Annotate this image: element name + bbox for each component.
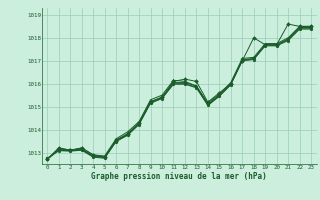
X-axis label: Graphe pression niveau de la mer (hPa): Graphe pression niveau de la mer (hPa) — [91, 172, 267, 181]
